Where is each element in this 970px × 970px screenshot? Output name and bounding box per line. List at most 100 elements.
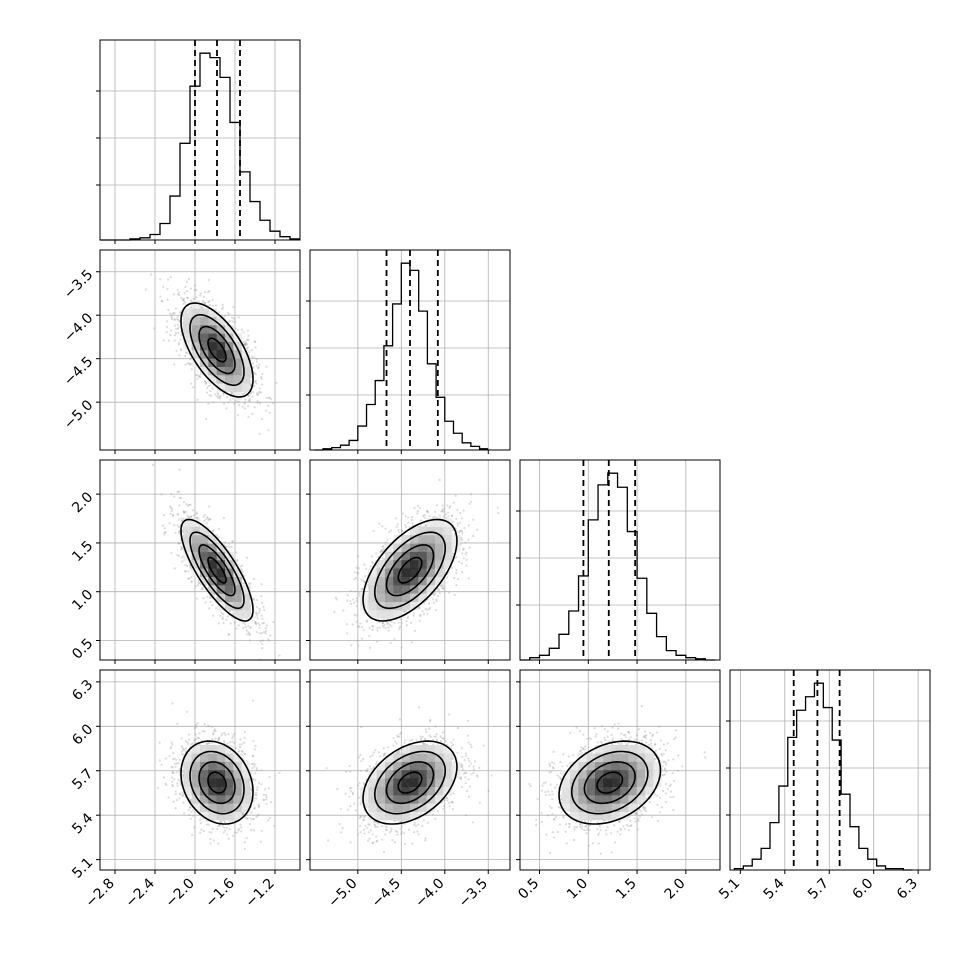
sample-point [163,531,166,534]
sample-point [355,597,358,600]
sample-point [227,401,230,404]
sample-point [160,493,163,496]
sample-point [243,392,246,395]
sample-point [254,622,257,625]
density-cell [183,316,192,326]
sample-point [243,622,247,626]
sample-point [410,641,413,644]
sample-point [205,417,208,421]
sample-point [450,514,454,517]
sample-point [222,621,225,624]
density-cell [233,350,242,359]
sample-point [246,338,249,341]
density-cell [183,535,192,544]
sample-point [219,614,222,617]
sample-point [210,394,213,398]
sample-point [188,515,191,518]
sample-point [231,540,234,543]
density-cell [200,576,209,586]
sample-point [208,304,212,307]
sample-point [436,594,439,598]
sample-point [212,614,215,617]
sample-point [371,625,375,628]
sample-point [400,529,403,532]
sample-point [412,612,415,615]
sample-point [226,615,229,618]
sample-point [190,299,193,302]
sample-point [342,609,345,612]
sample-point [180,334,183,337]
sample-point [260,601,264,604]
sample-point [254,346,257,349]
sample-point [378,626,381,629]
sample-point [262,621,266,625]
sample-point [261,617,264,620]
sample-point [393,637,396,641]
sample-point [215,394,218,398]
sample-point [253,385,256,388]
sample-point [208,290,211,293]
sample-point [209,600,212,603]
sample-point [255,611,258,614]
density-cell [233,610,242,619]
sample-point [376,627,379,630]
sample-point [180,556,183,559]
sample-point [190,368,193,371]
sample-point [275,381,278,384]
sample-point [368,646,372,649]
sample-point [177,331,180,334]
sample-point [243,342,246,345]
sample-point [434,608,438,612]
sample-point [186,352,189,355]
density-cell [208,366,217,376]
sample-point [398,627,401,630]
sample-point [384,527,387,530]
sample-point [216,391,219,395]
sample-point [255,622,258,626]
density-cell [200,526,209,536]
sample-point [258,391,261,394]
sample-point [224,541,227,544]
sample-point [365,620,369,623]
sample-point [267,639,270,642]
sample-point [355,614,358,617]
sample-point [172,513,175,516]
sample-point [169,505,172,508]
sample-point [472,534,475,538]
sample-point [236,414,240,417]
sample-point [395,525,398,528]
density-cell [225,551,234,561]
sample-point [462,557,465,560]
sample-point [209,518,212,521]
sample-point [211,304,214,307]
sample-point [242,626,245,629]
sample-point [167,278,170,281]
sample-point [162,285,165,288]
sample-point [431,598,435,601]
sample-point [433,593,436,596]
sample-point [208,393,211,397]
density-cell [241,585,251,594]
sample-point [198,375,201,378]
sample-point [183,511,186,514]
sample-point [177,318,180,322]
sample-point [245,629,248,632]
sample-point [173,567,176,570]
sample-point [218,397,221,400]
sample-point [413,629,417,632]
sample-point [255,357,258,361]
sample-point [178,530,181,533]
sample-point [178,319,181,323]
sample-point [254,373,257,376]
sample-point [183,510,186,513]
axes-frame [519,459,721,661]
sample-point [209,384,212,387]
sample-point [176,323,179,327]
density-cell [208,358,217,367]
sample-point [241,393,244,396]
sample-point [186,362,189,365]
sample-point [435,598,438,601]
sample-point [182,298,185,302]
sample-point [237,400,240,404]
density-cell [216,383,226,392]
